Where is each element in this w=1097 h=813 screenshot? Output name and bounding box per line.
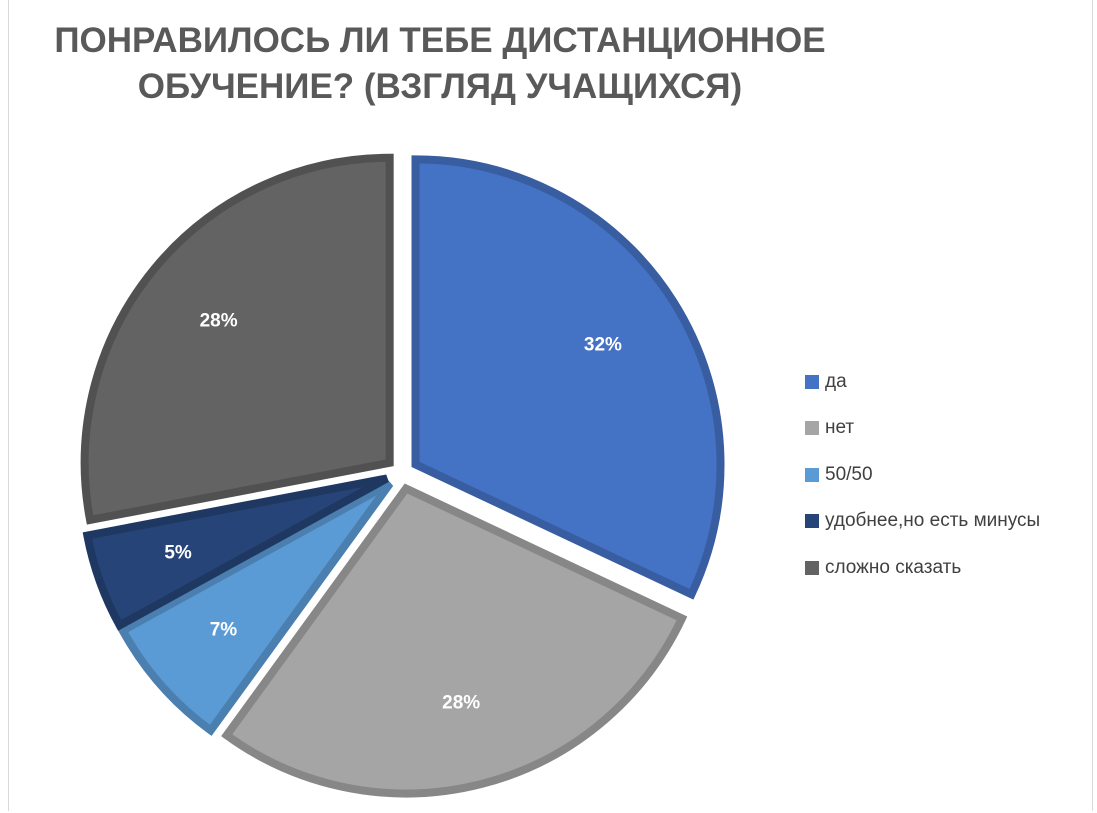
legend-swatch-4	[805, 514, 819, 528]
data-label-5: 28%	[200, 310, 238, 331]
chart-title-line-2: ОБУЧЕНИЕ? (ВЗГЛЯД УЧАЩИХСЯ)	[137, 67, 743, 106]
legend-label-5: сложно сказать	[825, 556, 962, 578]
legend-swatch-3	[805, 467, 819, 482]
legend-swatch-1	[805, 374, 819, 389]
legend-label-2: нет	[825, 417, 855, 438]
legend-label-3: 50/50	[825, 463, 873, 485]
data-label-2: 28%	[442, 693, 480, 714]
legend-item-1: да	[805, 368, 1040, 395]
pie-slice-1	[411, 155, 725, 600]
legend-item-4: удобнее,но есть минусы	[805, 508, 1040, 535]
legend-swatch-5	[805, 560, 819, 575]
legend-item-5: сложно сказать	[805, 554, 1040, 581]
legend-item-3: 50/50	[805, 461, 1040, 488]
pie-slice-5	[80, 153, 394, 525]
chart-area	[8, 0, 1093, 811]
chart-title: ПОНРАВИЛОСЬ ЛИ ТЕБЕ ДИСТАНЦИОННОЕ ОБУЧЕН…	[20, 18, 860, 110]
data-label-4: 5%	[164, 543, 192, 564]
legend-label-1: да	[825, 370, 847, 392]
chart-title-line-1: ПОНРАВИЛОСЬ ЛИ ТЕБЕ ДИСТАНЦИОННОЕ	[54, 21, 826, 60]
legend-label-4: удобнее,но есть минусы	[825, 510, 1041, 531]
chart-legend: да нет 50/50 удобнее,но есть минусы сложно с…	[805, 368, 1040, 601]
legend-swatch-2	[805, 421, 819, 435]
pie-slice-4	[82, 474, 389, 631]
data-label-1: 32%	[584, 334, 622, 355]
pie-slice-2	[221, 483, 688, 798]
pie-slice-3	[117, 480, 394, 736]
data-label-3: 7%	[210, 619, 238, 640]
legend-item-2: нет	[805, 415, 1040, 442]
